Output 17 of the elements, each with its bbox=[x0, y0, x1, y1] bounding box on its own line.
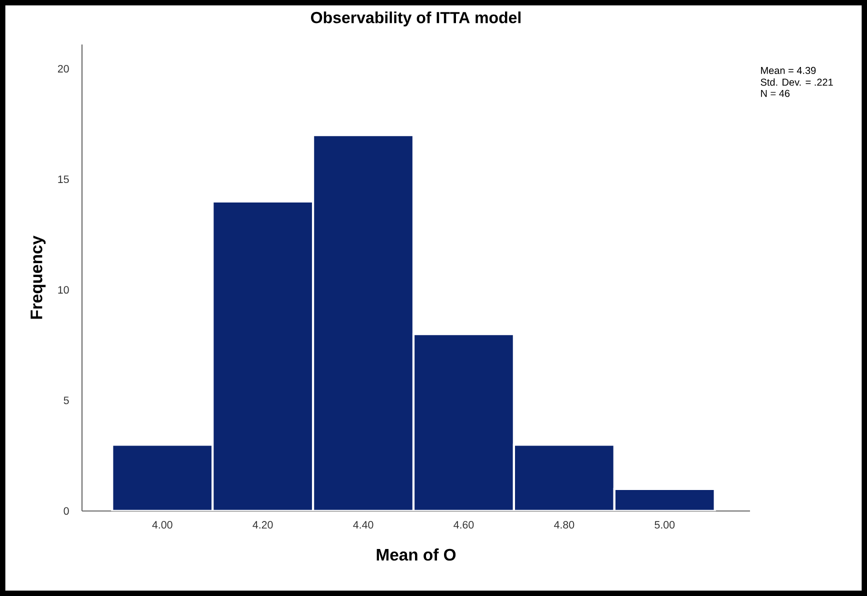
x-tick-label: 4.60 bbox=[454, 521, 474, 529]
x-tick-label: 5.00 bbox=[654, 521, 675, 529]
chart-title: Observability of ITTA model bbox=[311, 12, 521, 26]
y-tick-label: 10 bbox=[58, 286, 69, 294]
x-tick-label: 4.20 bbox=[252, 521, 273, 529]
y-tick-label: 15 bbox=[58, 176, 69, 184]
text: N = 46 bbox=[761, 90, 790, 97]
x-tick-label: 4.40 bbox=[353, 521, 374, 529]
y-tick-label: 0 bbox=[64, 507, 69, 515]
x-tick-label: 4.80 bbox=[554, 521, 574, 529]
x-axis-title: Mean of O bbox=[376, 548, 456, 561]
y-axis-title: Frequency bbox=[30, 236, 46, 319]
x-tick-label: 4.00 bbox=[152, 521, 172, 529]
y-tick-label: 20 bbox=[58, 65, 69, 73]
y-tick-label: 5 bbox=[64, 396, 69, 404]
text: Mean = 4.39 bbox=[761, 66, 816, 74]
text: Std. Dev. = .221 bbox=[760, 78, 833, 86]
